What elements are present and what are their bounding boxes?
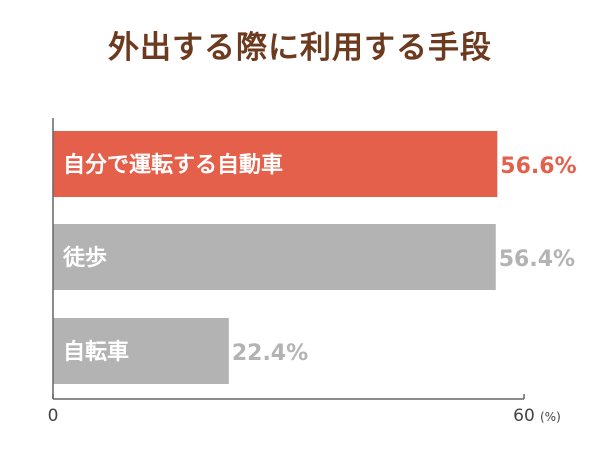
bar-3 [53,318,229,384]
bar-2 [53,224,496,290]
category-label-2: 徒歩 [62,245,107,271]
bar-1 [53,131,498,197]
ticks-layer: 0 60 (%) [48,394,561,426]
value-label-1: 56.6% [500,154,576,179]
chart-title: 外出する際に利用する手段 [108,30,492,66]
category-label-3: 自転車 [63,339,129,365]
x-unit-label: (%) [540,410,561,424]
value-label-3: 22.4% [232,341,308,366]
bars-layer: 自分で運転する自動車 56.6% 徒歩 56.4% 自転車 22.4% [53,131,577,384]
x-tick-label-1: 0 [48,406,59,426]
x-tick-label-2: 60 [513,406,535,426]
category-label-1: 自分で運転する自動車 [63,152,283,178]
value-label-2: 56.4% [499,247,575,272]
